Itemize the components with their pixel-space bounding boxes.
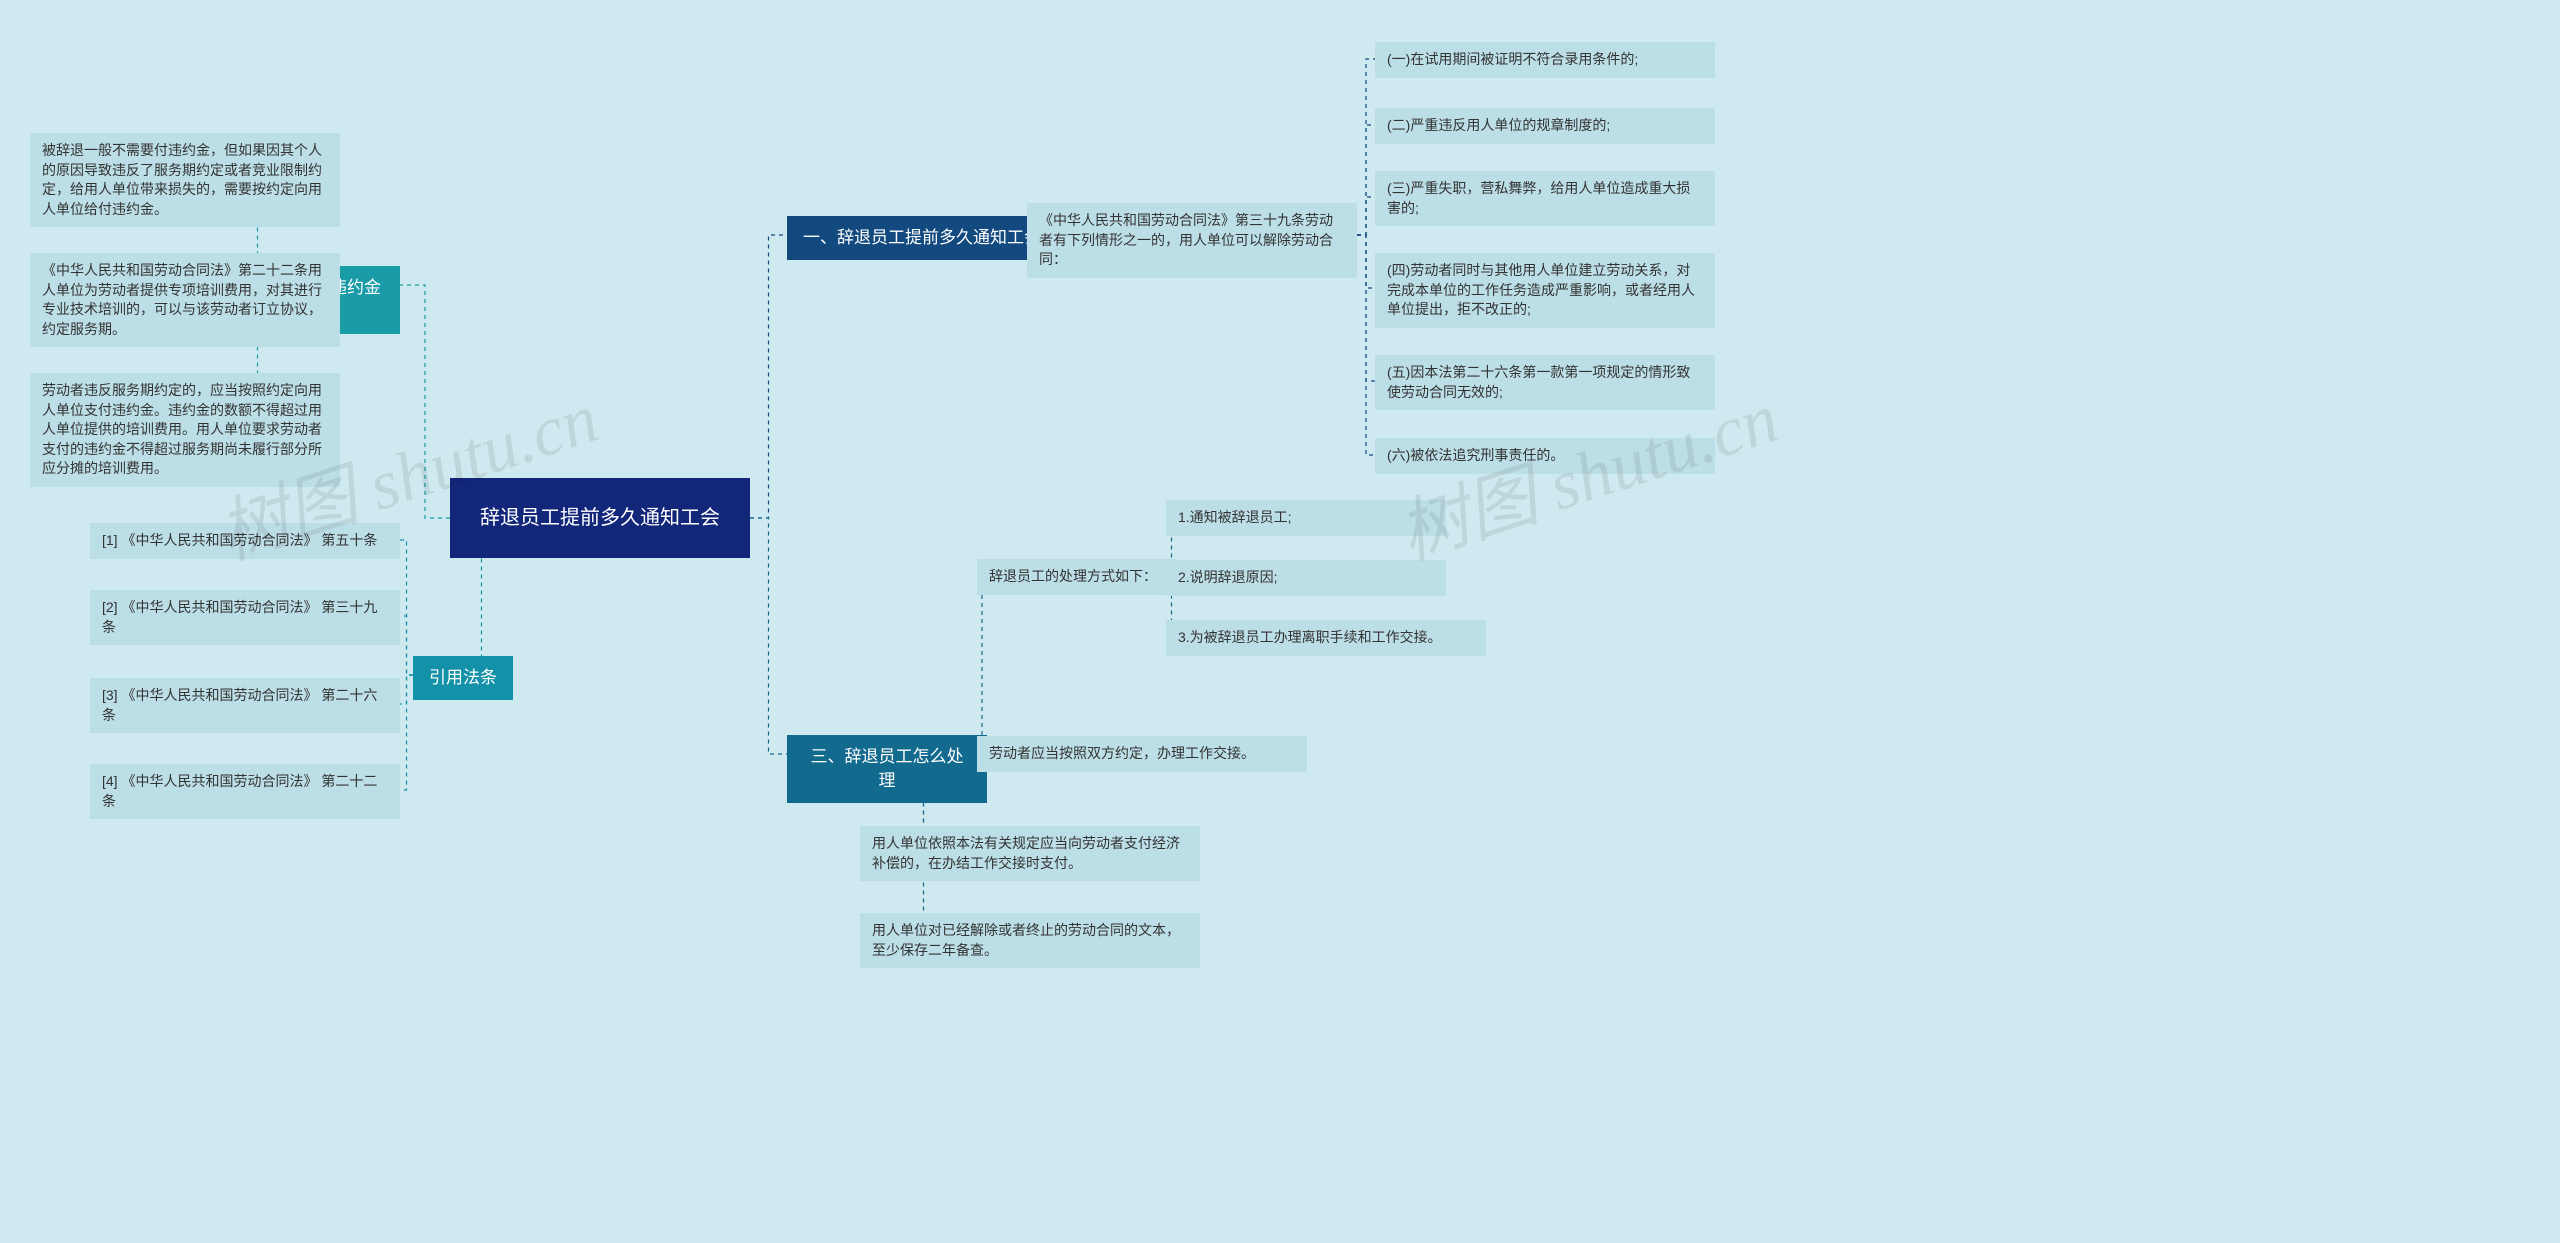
b4: 引用法条 (413, 656, 513, 700)
b2b: 《中华人民共和国劳动合同法》第二十二条用人单位为劳动者提供专项培训费用，对其进行… (30, 253, 340, 347)
b4c: [3] 《中华人民共和国劳动合同法》 第二十六条 (90, 678, 400, 733)
b1c: 《中华人民共和国劳动合同法》第三十九条劳动者有下列情形之一的，用人单位可以解除劳… (1027, 203, 1357, 278)
b3a1: 1.通知被辞退员工; (1166, 500, 1446, 536)
b2a: 被辞退一般不需要付违约金，但如果因其个人的原因导致违反了服务期约定或者竞业限制约… (30, 133, 340, 227)
b1c6: (六)被依法追究刑事责任的。 (1375, 438, 1715, 474)
b1c1: (一)在试用期间被证明不符合录用条件的; (1375, 42, 1715, 78)
b3a2: 2.说明辞退原因; (1166, 560, 1446, 596)
b3b: 劳动者应当按照双方约定，办理工作交接。 (977, 736, 1307, 772)
b3d: 用人单位对已经解除或者终止的劳动合同的文本，至少保存二年备查。 (860, 913, 1200, 968)
b1: 一、辞退员工提前多久通知工会 (787, 216, 1057, 260)
b2c: 劳动者违反服务期约定的，应当按照约定向用人单位支付违约金。违约金的数额不得超过用… (30, 373, 340, 487)
b3c: 用人单位依照本法有关规定应当向劳动者支付经济补偿的，在办结工作交接时支付。 (860, 826, 1200, 881)
b1c4: (四)劳动者同时与其他用人单位建立劳动关系，对完成本单位的工作任务造成严重影响，… (1375, 253, 1715, 328)
b4a: [1] 《中华人民共和国劳动合同法》 第五十条 (90, 523, 400, 559)
b4d: [4] 《中华人民共和国劳动合同法》 第二十二条 (90, 764, 400, 819)
b4b: [2] 《中华人民共和国劳动合同法》 第三十九条 (90, 590, 400, 645)
root-node: 辞退员工提前多久通知工会 (450, 478, 750, 558)
b1c3: (三)严重失职，营私舞弊，给用人单位造成重大损害的; (1375, 171, 1715, 226)
b1c5: (五)因本法第二十六条第一款第一项规定的情形致使劳动合同无效的; (1375, 355, 1715, 410)
b1c2: (二)严重违反用人单位的规章制度的; (1375, 108, 1715, 144)
b3a3: 3.为被辞退员工办理离职手续和工作交接。 (1166, 620, 1486, 656)
b3a: 辞退员工的处理方式如下： (977, 559, 1177, 595)
b3: 三、辞退员工怎么处理 (787, 735, 987, 803)
